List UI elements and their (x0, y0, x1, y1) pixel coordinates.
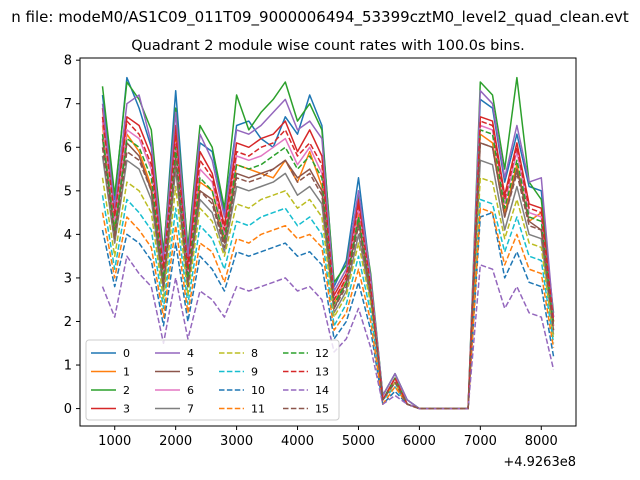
legend-label-5: 5 (187, 366, 194, 379)
x-tick-label: 8000 (525, 434, 558, 449)
legend-label-7: 7 (187, 403, 194, 416)
x-axis: 1000 2000 3000 4000 5000 6000 7000 8000 (98, 426, 558, 449)
x-axis-offset-label: +4.9263e8 (503, 455, 576, 470)
legend-label-14: 14 (315, 384, 329, 397)
figure-suptitle: n file: modeM0/AS1C09_011T09_9000006494_… (11, 8, 629, 27)
y-tick-label: 7 (64, 97, 72, 112)
legend-label-11: 11 (251, 403, 265, 416)
y-tick-label: 6 (64, 141, 72, 156)
y-tick-label: 8 (64, 54, 72, 69)
series-line-4 (101, 89, 555, 410)
y-tick-label: 2 (64, 315, 72, 330)
plot-frame (79, 57, 577, 427)
x-tick-label: 3000 (220, 434, 253, 449)
x-tick-label: 6000 (403, 434, 436, 449)
x-tick-label: 4000 (281, 434, 314, 449)
y-tick-label: 5 (64, 184, 72, 199)
legend-label-6: 6 (187, 384, 194, 397)
series-layer (101, 76, 555, 410)
legend-label-15: 15 (315, 403, 329, 416)
y-tick-label: 0 (64, 402, 72, 417)
legend-label-12: 12 (315, 347, 329, 360)
legend-label-9: 9 (251, 366, 258, 379)
legend-label-0: 0 (123, 347, 130, 360)
chart-title: Quadrant 2 module wise count rates with … (131, 38, 525, 54)
y-tick-label: 1 (64, 359, 72, 374)
legend-label-1: 1 (123, 366, 130, 379)
legend-label-2: 2 (123, 384, 130, 397)
legend-label-3: 3 (123, 403, 130, 416)
series-line-15 (101, 142, 555, 410)
series-line-13 (101, 116, 555, 410)
legend-label-13: 13 (315, 366, 329, 379)
legend-box (85, 339, 340, 421)
x-tick-label: 2000 (159, 434, 192, 449)
x-tick-label: 1000 (98, 434, 131, 449)
legend-label-8: 8 (251, 347, 258, 360)
series-line-11 (101, 207, 555, 410)
series-line-14 (101, 255, 555, 410)
legend-label-10: 10 (251, 384, 265, 397)
legend-label-4: 4 (187, 347, 194, 360)
x-tick-label: 7000 (464, 434, 497, 449)
y-tick-label: 4 (64, 228, 72, 243)
y-axis: 0 1 2 3 4 5 6 7 8 (64, 54, 80, 417)
y-tick-label: 3 (64, 271, 72, 286)
series-line-8 (101, 177, 555, 410)
x-tick-label: 5000 (342, 434, 375, 449)
